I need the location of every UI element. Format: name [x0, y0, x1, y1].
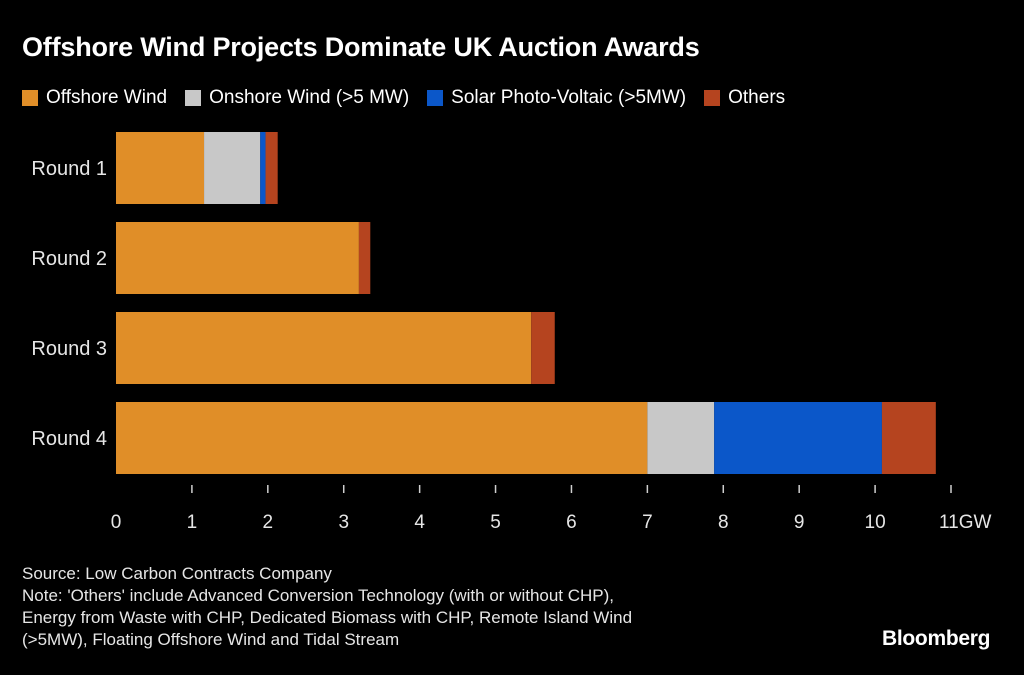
legend-label-onshore-wind: Onshore Wind (>5 MW): [209, 87, 410, 108]
x-tick-label-3: 3: [338, 512, 349, 533]
bar-round-2-offshore-wind: [116, 222, 359, 294]
bloomberg-logo: Bloomberg: [882, 627, 991, 650]
legend-swatch-solar-pv: [427, 90, 444, 106]
bar-round-1-onshore-wind-5-mw: [204, 132, 261, 204]
legend-label-others: Others: [728, 87, 786, 108]
bar-round-4-offshore-wind: [116, 402, 648, 474]
bar-round-1-solar-photo-voltaic-5mw: [260, 132, 266, 204]
x-tick-label-6: 6: [566, 512, 577, 533]
category-label-round-2: Round 2: [31, 248, 107, 270]
category-label-round-4: Round 4: [31, 428, 107, 450]
x-tick-label-7: 7: [642, 512, 653, 533]
bar-round-3-others: [531, 312, 555, 384]
x-tick-label-5: 5: [490, 512, 501, 533]
x-tick-label-10: 10: [865, 512, 886, 533]
legend-item-onshore-wind: Onshore Wind (>5 MW): [185, 87, 409, 109]
legend-item-solar-pv: Solar Photo-Voltaic (>5MW): [427, 87, 686, 109]
note-line-1: Note: 'Others' include Advanced Conversi…: [22, 586, 615, 605]
legend-swatch-offshore-wind: [22, 90, 38, 106]
chart-footer: Source: Low Carbon Contracts Company Not…: [22, 563, 632, 651]
bar-round-4-solar-photo-voltaic-5mw: [714, 402, 882, 474]
legend-swatch-others: [704, 90, 721, 106]
legend: Offshore Wind Onshore Wind (>5 MW) Solar…: [22, 86, 803, 110]
category-label-round-3: Round 3: [31, 338, 107, 360]
x-tick-label-1: 1: [187, 512, 198, 533]
x-tick-label-4: 4: [414, 512, 425, 533]
x-tick-label-0: 0: [111, 512, 122, 533]
legend-item-offshore-wind: Offshore Wind: [22, 87, 167, 109]
x-tick-label-11: 11GW: [939, 512, 992, 533]
x-tick-label-2: 2: [263, 512, 274, 533]
legend-label-offshore-wind: Offshore Wind: [46, 87, 168, 108]
note-line-2: Energy from Waste with CHP, Dedicated Bi…: [22, 608, 633, 627]
source-note: Source: Low Carbon Contracts Company: [22, 564, 332, 583]
legend-item-others: Others: [704, 87, 785, 109]
chart-title: Offshore Wind Projects Dominate UK Aucti…: [22, 32, 700, 62]
x-tick-label-8: 8: [718, 512, 729, 533]
x-tick-label-9: 9: [794, 512, 805, 533]
bar-round-1-offshore-wind: [116, 132, 205, 204]
bar-round-3-offshore-wind: [116, 312, 532, 384]
legend-swatch-onshore-wind: [185, 90, 202, 106]
bar-round-1-others: [265, 132, 278, 204]
stacked-bar-chart: Round 1 Round 2 Round 3 Round 4 0 1 2 3 4 5 6 7 8 9 10…: [31, 132, 992, 533]
legend-label-solar-pv: Solar Photo-Voltaic (>5MW): [451, 87, 687, 108]
bar-round-4-others: [881, 402, 936, 474]
bar-round-4-onshore-wind-5-mw: [647, 402, 715, 474]
note-line-3: (>5MW), Floating Offshore Wind and Tidal…: [22, 630, 400, 649]
category-label-round-1: Round 1: [31, 158, 107, 180]
bar-round-2-others: [358, 222, 371, 294]
